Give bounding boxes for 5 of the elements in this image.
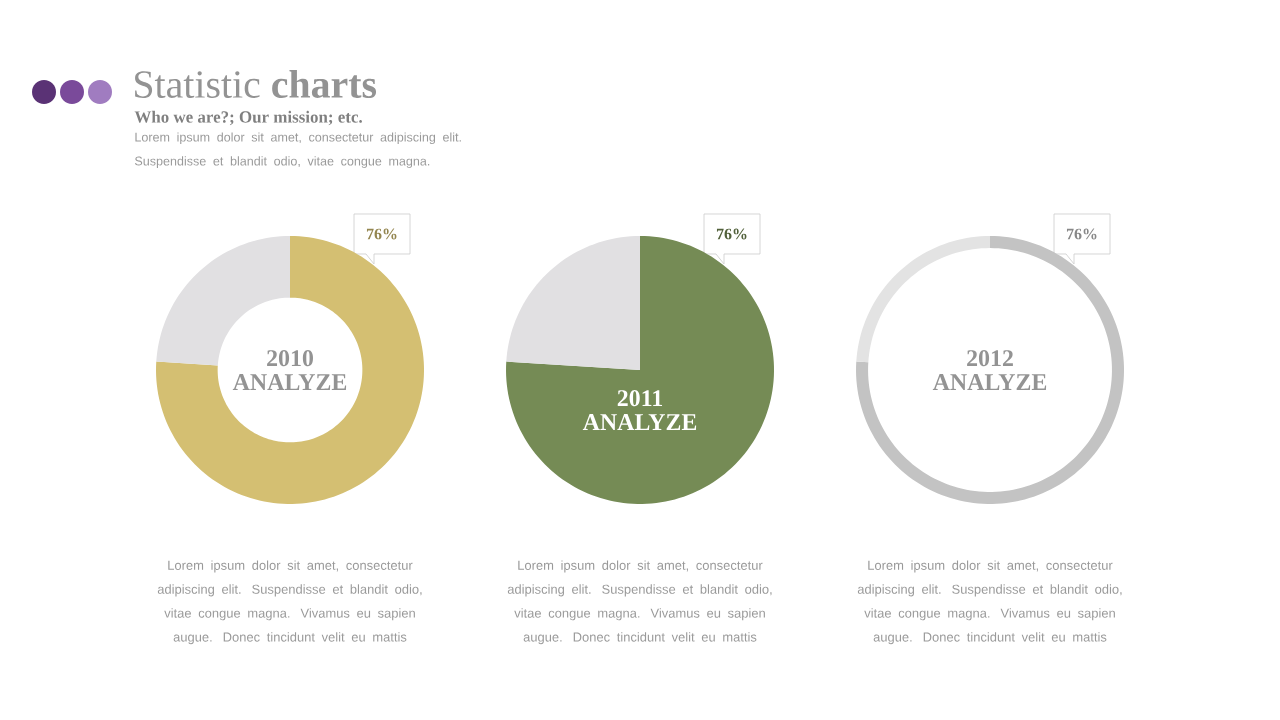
text: Who we are?; Our mission; etc. bbox=[134, 110, 362, 126]
text: 2011 ANALYZE bbox=[582, 390, 697, 430]
text: 2010 ANALYZE bbox=[232, 350, 347, 390]
text: Statistic charts bbox=[135, 69, 377, 98]
text: 2012 ANALYZE bbox=[932, 350, 1047, 390]
